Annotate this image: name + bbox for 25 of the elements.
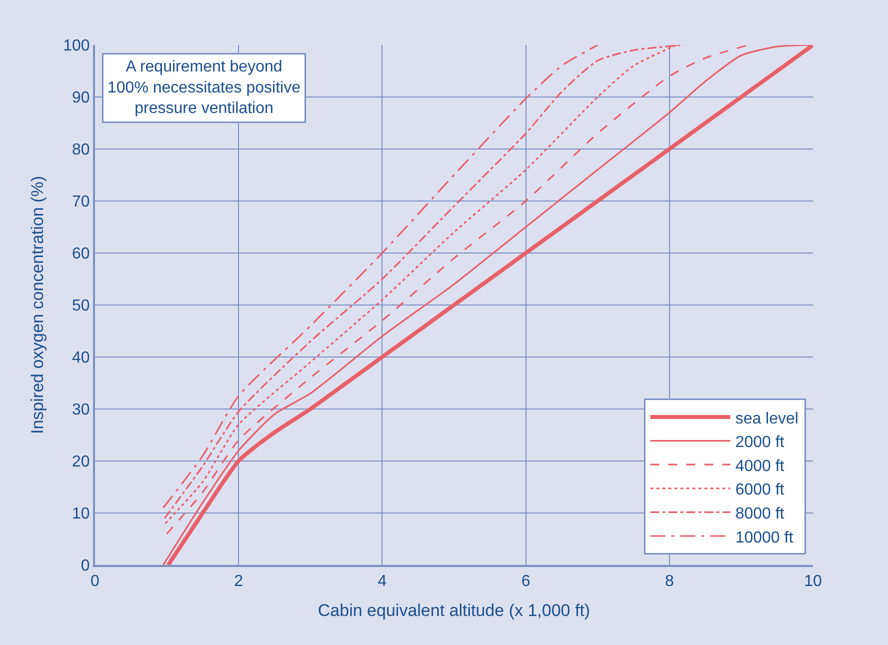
legend-label: 10000 ft xyxy=(735,529,794,546)
legend-label: sea level xyxy=(735,410,798,428)
x-tick-label: 4 xyxy=(378,573,387,590)
legend-label: 8000 ft xyxy=(735,505,785,522)
x-tick-label: 10 xyxy=(804,573,822,590)
y-tick-label: 60 xyxy=(72,246,90,263)
y-tick-label: 40 xyxy=(72,350,90,367)
y-tick-label: 0 xyxy=(80,558,90,575)
legend-label: 4000 ft xyxy=(735,458,785,475)
y-tick-label: 20 xyxy=(72,454,90,471)
legend-label: 2000 ft xyxy=(735,434,785,452)
y-tick-label: 30 xyxy=(72,402,90,419)
x-tick-label: 6 xyxy=(521,573,530,590)
y-tick-label: 100 xyxy=(63,38,90,55)
legend-label: 6000 ft xyxy=(735,482,785,499)
y-tick-label: 80 xyxy=(72,142,90,159)
y-tick-label: 70 xyxy=(72,194,90,211)
x-tick-label: 8 xyxy=(664,573,674,590)
x-axis-title: Cabin equivalent altitude (x 1,000 ft) xyxy=(318,601,590,620)
y-tick-label: 50 xyxy=(72,298,90,315)
y-tick-label: 90 xyxy=(72,90,90,107)
annotation: A requirement beyond 100% necessitates positive pressure ventilation xyxy=(108,58,301,118)
y-axis-title: Inspired oxygen concentration (%) xyxy=(28,176,48,434)
y-tick-label: 10 xyxy=(72,506,90,523)
x-tick-label: 2 xyxy=(234,573,244,590)
